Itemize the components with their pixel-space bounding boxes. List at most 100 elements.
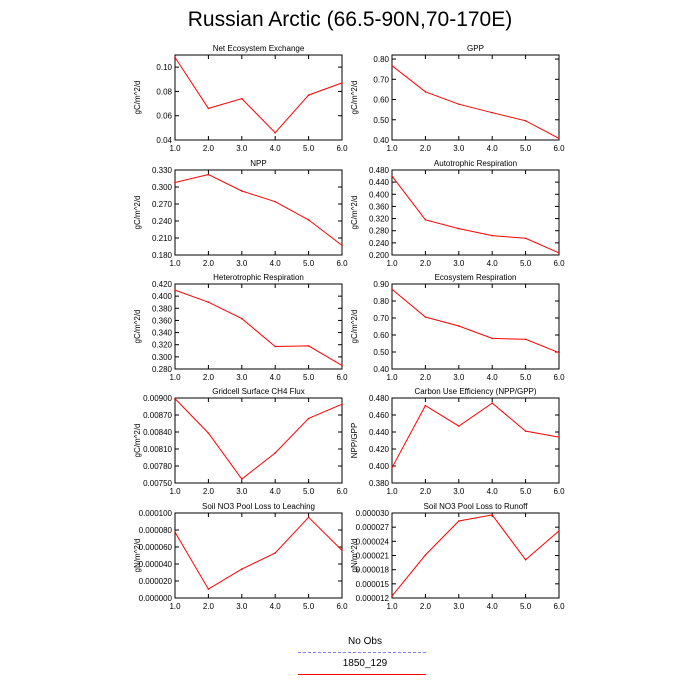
- series-line: [391, 514, 560, 597]
- x-tick-label: 3.0: [453, 373, 465, 382]
- y-tick-label: 0.300: [152, 353, 173, 362]
- x-tick-label: 6.0: [336, 373, 348, 382]
- y-tick-label: 0.320: [369, 215, 390, 224]
- x-tick-label: 1.0: [386, 259, 398, 268]
- y-tick-label: 0.80: [373, 55, 389, 64]
- x-tick-label: 4.0: [270, 259, 282, 268]
- y-tick-label: 0.00780: [143, 462, 172, 471]
- data-point: [307, 219, 310, 221]
- y-axis-label: gC/m^2/d: [133, 196, 142, 230]
- x-tick-label: 1.0: [386, 602, 398, 611]
- data-point: [341, 82, 343, 84]
- x-tick-label: 4.0: [270, 602, 282, 611]
- x-tick-label: 2.0: [203, 144, 215, 153]
- y-tick-label: 0.480: [369, 166, 390, 175]
- plot-frame: [391, 169, 560, 256]
- y-tick-label: 0.000012: [356, 594, 390, 603]
- data-point: [274, 345, 277, 348]
- y-tick-label: 0.440: [369, 178, 390, 187]
- x-tick-label: 4.0: [270, 373, 282, 382]
- y-tick-label: 0.80: [373, 297, 389, 306]
- plot-frame: [174, 169, 343, 256]
- panel-title: Heterotrophic Respiration: [213, 273, 304, 282]
- x-tick-label: 3.0: [236, 602, 248, 611]
- panel-title: NPP: [250, 159, 266, 168]
- data-point: [424, 404, 427, 407]
- panel-title: Gridcell Surface CH4 Flux: [212, 387, 304, 396]
- data-point: [241, 317, 243, 320]
- y-axis-label: gC/m^2/d: [350, 310, 359, 344]
- y-tick-label: 0.50: [373, 116, 389, 125]
- y-tick-label: 0.000030: [356, 509, 390, 518]
- panel-title: Carbon Use Efficiency (NPP/GPP): [414, 387, 536, 396]
- y-tick-label: 0.000027: [356, 523, 390, 532]
- y-tick-label: 0.280: [369, 227, 390, 236]
- y-axis-label: gC/m^2/d: [350, 196, 359, 230]
- x-tick-label: 2.0: [420, 487, 432, 496]
- plot-frame: [174, 54, 343, 141]
- y-tick-label: 0.06: [156, 112, 172, 121]
- chart-panel: Net Ecosystem Exchange 1.0 2.0 3.0 4.0 5.0 6.0…: [133, 44, 348, 153]
- data-point: [558, 252, 560, 254]
- series-line: [391, 65, 560, 139]
- x-tick-label: 3.0: [236, 144, 248, 153]
- y-tick-label: 0.440: [369, 428, 390, 437]
- x-tick-label: 3.0: [453, 602, 465, 611]
- data-point: [207, 432, 210, 434]
- x-tick-label: 2.0: [420, 602, 432, 611]
- y-tick-label: 0.50: [373, 348, 389, 357]
- data-point: [207, 173, 210, 176]
- y-tick-label: 0.240: [369, 239, 390, 248]
- x-tick-label: 4.0: [487, 373, 499, 382]
- y-tick-label: 0.420: [369, 445, 390, 454]
- y-tick-label: 0.04: [156, 136, 172, 145]
- y-tick-label: 0.240: [152, 217, 173, 226]
- x-tick-label: 1.0: [386, 144, 398, 153]
- x-tick-label: 2.0: [203, 373, 215, 382]
- y-axis-label: gC/m^2/d: [350, 81, 359, 115]
- data-point: [241, 478, 243, 480]
- data-point: [307, 516, 310, 519]
- y-tick-label: 0.460: [369, 411, 390, 420]
- y-tick-label: 0.60: [373, 96, 389, 105]
- y-tick-label: 0.400: [369, 462, 390, 471]
- x-tick-label: 1.0: [169, 487, 181, 496]
- x-tick-label: 6.0: [553, 373, 565, 382]
- y-tick-label: 0.380: [369, 479, 390, 488]
- y-tick-label: 0.380: [152, 304, 173, 313]
- legend-model-label: 1850_129: [342, 658, 388, 669]
- x-tick-label: 4.0: [487, 602, 499, 611]
- plot-frame: [174, 512, 343, 599]
- series-line: [391, 175, 560, 254]
- x-tick-label: 3.0: [453, 144, 465, 153]
- y-tick-label: 0.00840: [143, 428, 172, 437]
- x-tick-label: 6.0: [336, 487, 348, 496]
- series-line: [174, 289, 343, 366]
- x-tick-label: 6.0: [553, 602, 565, 611]
- chart-panel: Carbon Use Efficiency (NPP/GPP) 1.0 2.0 3.0…: [350, 387, 565, 496]
- page-title: Russian Arctic (66.5-90N,70-170E): [187, 8, 513, 31]
- data-point: [341, 549, 343, 552]
- y-tick-label: 0.000021: [356, 552, 390, 561]
- legend-obs-label: No Obs: [348, 636, 382, 647]
- data-point: [307, 417, 310, 420]
- data-point: [341, 244, 343, 247]
- series-line: [391, 402, 560, 468]
- x-tick-label: 1.0: [169, 144, 181, 153]
- data-point: [241, 190, 243, 192]
- x-tick-label: 3.0: [453, 259, 465, 268]
- panel-title: Ecosystem Respiration: [435, 273, 517, 282]
- x-tick-label: 6.0: [553, 259, 565, 268]
- x-tick-label: 3.0: [236, 259, 248, 268]
- data-point: [491, 402, 494, 404]
- y-tick-label: 0.300: [152, 183, 173, 192]
- chart-panel: Heterotrophic Respiration 1.0 2.0 3.0 4.0 5.0…: [133, 273, 348, 382]
- data-point: [524, 430, 527, 432]
- data-point: [174, 397, 176, 400]
- data-point: [341, 403, 343, 406]
- data-point: [424, 218, 427, 221]
- data-point: [491, 234, 494, 237]
- y-tick-label: 0.000060: [139, 543, 173, 552]
- x-tick-label: 5.0: [520, 373, 532, 382]
